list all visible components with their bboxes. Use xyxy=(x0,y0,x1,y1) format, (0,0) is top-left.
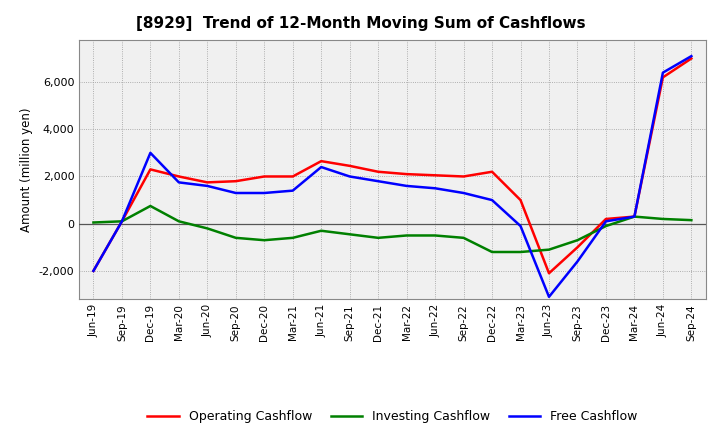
Operating Cashflow xyxy=(459,174,468,179)
Investing Cashflow xyxy=(203,226,212,231)
Line: Free Cashflow: Free Cashflow xyxy=(94,56,691,297)
Operating Cashflow xyxy=(630,214,639,219)
Investing Cashflow xyxy=(374,235,382,241)
Operating Cashflow xyxy=(516,198,525,203)
Operating Cashflow xyxy=(487,169,496,174)
Free Cashflow xyxy=(317,165,325,170)
Investing Cashflow xyxy=(687,217,696,223)
Investing Cashflow xyxy=(459,235,468,241)
Investing Cashflow xyxy=(317,228,325,233)
Operating Cashflow xyxy=(146,167,155,172)
Free Cashflow xyxy=(545,294,554,300)
Free Cashflow xyxy=(289,188,297,193)
Legend: Operating Cashflow, Investing Cashflow, Free Cashflow: Operating Cashflow, Investing Cashflow, … xyxy=(143,405,642,428)
Free Cashflow xyxy=(659,70,667,75)
Free Cashflow xyxy=(459,191,468,196)
Investing Cashflow xyxy=(174,219,183,224)
Free Cashflow xyxy=(687,54,696,59)
Operating Cashflow xyxy=(346,163,354,169)
Free Cashflow xyxy=(146,150,155,155)
Investing Cashflow xyxy=(630,214,639,219)
Operating Cashflow xyxy=(573,245,582,250)
Free Cashflow xyxy=(487,198,496,203)
Operating Cashflow xyxy=(602,216,611,222)
Line: Investing Cashflow: Investing Cashflow xyxy=(94,206,691,252)
Operating Cashflow xyxy=(402,172,411,177)
Investing Cashflow xyxy=(516,249,525,255)
Free Cashflow xyxy=(431,186,439,191)
Investing Cashflow xyxy=(289,235,297,241)
Investing Cashflow xyxy=(573,238,582,243)
Investing Cashflow xyxy=(260,238,269,243)
Free Cashflow xyxy=(203,183,212,189)
Y-axis label: Amount (million yen): Amount (million yen) xyxy=(20,107,33,231)
Operating Cashflow xyxy=(89,268,98,274)
Investing Cashflow xyxy=(602,224,611,229)
Investing Cashflow xyxy=(659,216,667,222)
Operating Cashflow xyxy=(687,56,696,61)
Free Cashflow xyxy=(346,174,354,179)
Operating Cashflow xyxy=(117,219,126,224)
Free Cashflow xyxy=(174,180,183,185)
Investing Cashflow xyxy=(117,219,126,224)
Operating Cashflow xyxy=(289,174,297,179)
Free Cashflow xyxy=(516,224,525,229)
Free Cashflow xyxy=(573,259,582,264)
Free Cashflow xyxy=(374,179,382,184)
Free Cashflow xyxy=(89,268,98,274)
Investing Cashflow xyxy=(346,231,354,237)
Free Cashflow xyxy=(232,191,240,196)
Operating Cashflow xyxy=(174,174,183,179)
Investing Cashflow xyxy=(487,249,496,255)
Operating Cashflow xyxy=(659,75,667,80)
Operating Cashflow xyxy=(260,174,269,179)
Free Cashflow xyxy=(402,183,411,189)
Free Cashflow xyxy=(117,219,126,224)
Line: Operating Cashflow: Operating Cashflow xyxy=(94,59,691,273)
Text: [8929]  Trend of 12-Month Moving Sum of Cashflows: [8929] Trend of 12-Month Moving Sum of C… xyxy=(135,16,585,32)
Operating Cashflow xyxy=(203,180,212,185)
Operating Cashflow xyxy=(232,179,240,184)
Investing Cashflow xyxy=(146,203,155,209)
Investing Cashflow xyxy=(545,247,554,252)
Investing Cashflow xyxy=(402,233,411,238)
Free Cashflow xyxy=(260,191,269,196)
Operating Cashflow xyxy=(545,271,554,276)
Investing Cashflow xyxy=(89,220,98,225)
Free Cashflow xyxy=(630,214,639,219)
Investing Cashflow xyxy=(232,235,240,241)
Operating Cashflow xyxy=(374,169,382,174)
Operating Cashflow xyxy=(431,172,439,178)
Investing Cashflow xyxy=(431,233,439,238)
Free Cashflow xyxy=(602,219,611,224)
Operating Cashflow xyxy=(317,158,325,164)
